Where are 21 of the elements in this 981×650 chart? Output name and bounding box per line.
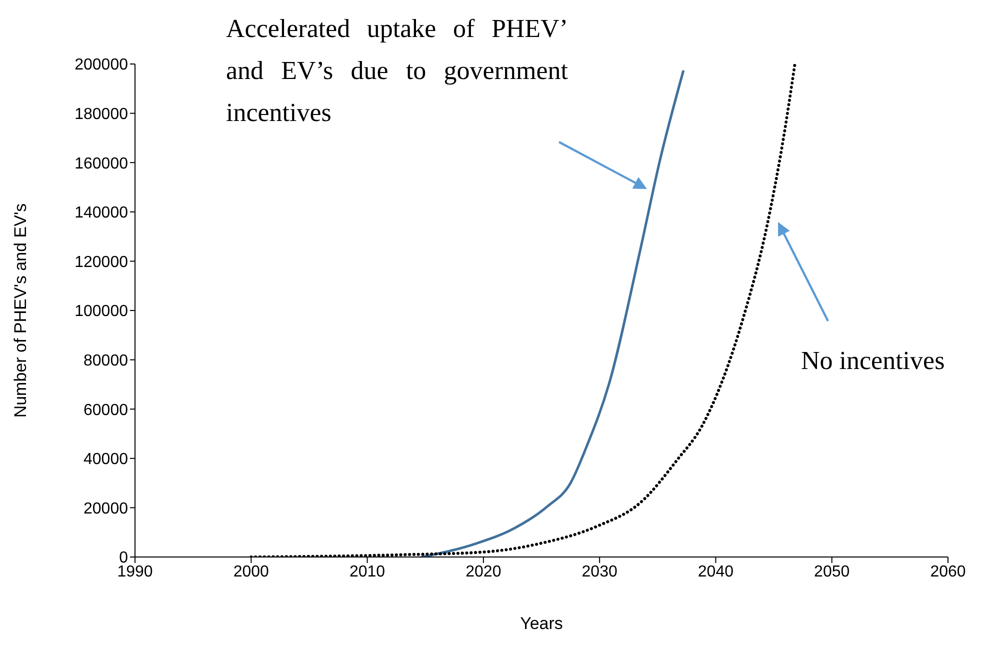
y-tick-label: 180000 <box>74 106 128 123</box>
y-tick-label: 160000 <box>74 155 128 172</box>
y-tick-label: 140000 <box>74 204 128 222</box>
y-tick-label: 120000 <box>74 254 128 271</box>
x-axis-title: Years <box>520 614 563 633</box>
y-tick-label: 40000 <box>84 451 128 468</box>
y-tick-label: 60000 <box>84 402 128 419</box>
x-tick-label: 2030 <box>582 563 618 580</box>
x-tick-label: 2010 <box>349 563 386 580</box>
x-tick-label: 2060 <box>930 563 966 580</box>
x-tick-label: 2040 <box>698 563 734 580</box>
annotation: Accelerated uptake of PHEV’ and EV’s due to government incentives <box>226 13 568 129</box>
y-tick-label: 80000 <box>84 352 128 370</box>
y-tick-label: 100000 <box>74 303 128 320</box>
annotation: No incentives <box>801 346 945 376</box>
y-tick-label: 200000 <box>74 56 128 74</box>
y-tick-label: 20000 <box>84 500 128 518</box>
x-tick-label: 2020 <box>466 563 502 580</box>
x-tick-label: 2000 <box>233 563 270 580</box>
x-tick-label: 2050 <box>814 563 850 580</box>
y-axis-title: Number of PHEV's and EV's <box>11 203 30 418</box>
